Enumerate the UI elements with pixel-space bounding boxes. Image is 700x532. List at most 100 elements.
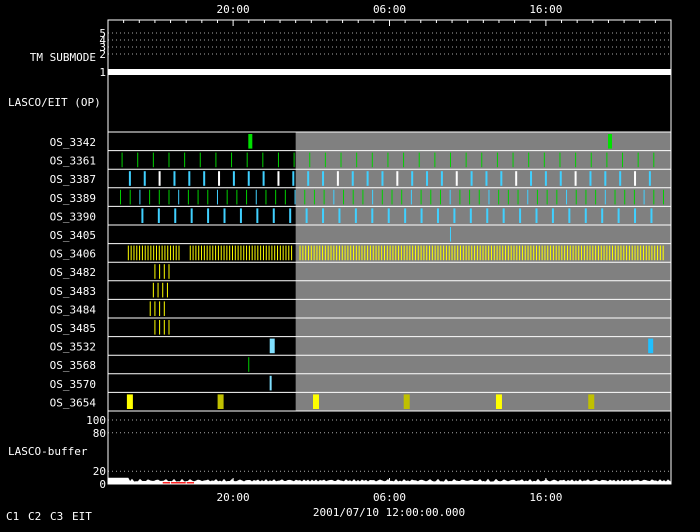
plan-region-bg — [295, 206, 671, 225]
os-event-mark — [162, 282, 164, 298]
os-event-mark — [150, 245, 152, 261]
os-event-mark — [600, 245, 602, 261]
os-event-mark — [455, 171, 458, 186]
os-event-mark — [609, 245, 611, 261]
os-event-mark — [256, 208, 259, 223]
os-event-mark — [469, 208, 472, 223]
os-event-mark — [167, 245, 169, 261]
os-event-mark — [614, 189, 616, 205]
os-event-mark — [574, 171, 577, 186]
os-event-mark — [163, 264, 165, 279]
os-event-mark — [223, 245, 225, 261]
tm-submode-level-label: 3 — [99, 41, 106, 54]
os-event-mark — [434, 152, 436, 168]
os-event-mark — [448, 245, 450, 261]
os-row-label: OS_3485 — [50, 322, 96, 335]
os-event-mark — [336, 245, 338, 261]
os-event-mark — [547, 245, 549, 261]
os-event-mark — [601, 208, 604, 223]
os-event-mark — [310, 245, 312, 261]
os-event-mark — [575, 152, 577, 168]
os-event-mark — [164, 245, 166, 261]
os-event-mark — [445, 245, 447, 261]
os-event-mark — [403, 245, 405, 261]
os-event-mark — [218, 171, 221, 186]
os-event-mark — [147, 245, 149, 261]
os-event-mark — [645, 245, 647, 261]
os-event-mark — [516, 245, 518, 261]
os-event-mark — [515, 171, 518, 186]
os-event-mark — [479, 245, 481, 261]
os-event-mark — [417, 245, 419, 261]
os-event-mark — [207, 208, 210, 223]
os-event-mark — [406, 245, 408, 261]
os-row-label: OS_3482 — [50, 266, 96, 279]
os-event-mark — [237, 245, 239, 261]
os-event-mark — [533, 245, 535, 261]
os-event-mark — [231, 152, 233, 168]
top-time-tick-label: 06:00 — [373, 3, 406, 16]
os-event-mark — [414, 245, 416, 261]
os-event-mark — [640, 245, 642, 261]
os-event-mark — [175, 245, 177, 261]
os-event-mark — [265, 189, 267, 205]
os-event-mark — [440, 171, 443, 186]
os-event-mark — [507, 245, 509, 261]
os-event-mark — [588, 394, 595, 409]
os-event-mark — [561, 245, 563, 261]
os-event-mark — [198, 245, 200, 261]
buffer-tick-label: 0 — [99, 478, 106, 491]
os-event-mark — [293, 152, 295, 168]
os-event-mark — [166, 282, 168, 298]
os-event-mark — [488, 245, 490, 261]
os-event-mark — [271, 245, 273, 261]
os-event-mark — [482, 245, 484, 261]
legend-entry: EIT — [72, 510, 92, 523]
os-event-mark — [502, 245, 504, 261]
os-event-mark — [650, 208, 653, 223]
os-event-mark — [319, 245, 321, 261]
os-event-mark — [584, 208, 587, 223]
os-event-mark — [159, 264, 161, 279]
os-event-mark — [277, 245, 279, 261]
tm-submode-label: TM SUBMODE — [30, 51, 96, 64]
os-event-mark — [552, 245, 554, 261]
os-event-mark — [595, 189, 597, 205]
plan-region-bg — [295, 150, 671, 170]
os-event-mark — [322, 245, 324, 261]
os-event-mark — [643, 189, 645, 205]
os-row-label: OS_3654 — [50, 396, 97, 409]
os-event-mark — [206, 245, 208, 261]
os-event-mark — [528, 152, 530, 168]
os-event-mark — [187, 189, 189, 205]
os-event-mark — [420, 208, 423, 223]
os-event-mark — [527, 245, 529, 261]
os-event-mark — [662, 189, 664, 205]
os-event-mark — [590, 152, 592, 168]
os-event-mark — [163, 301, 165, 316]
os-event-mark — [544, 245, 546, 261]
os-event-mark — [559, 171, 562, 186]
os-event-mark — [356, 152, 358, 168]
os-event-mark — [161, 245, 163, 261]
os-event-mark — [251, 245, 253, 261]
os-event-mark — [564, 245, 566, 261]
os-row-label: OS_3405 — [50, 229, 96, 242]
os-event-mark — [581, 245, 583, 261]
os-event-mark — [603, 245, 605, 261]
os-event-mark — [401, 189, 403, 205]
os-event-mark — [403, 152, 405, 168]
os-event-mark — [322, 171, 325, 186]
os-event-mark — [223, 208, 226, 223]
os-event-mark — [289, 208, 292, 223]
os-event-mark — [418, 152, 420, 168]
os-event-mark — [149, 189, 151, 205]
os-event-mark — [154, 264, 156, 279]
os-event-mark — [631, 245, 633, 261]
os-event-mark — [606, 245, 608, 261]
os-event-mark — [654, 245, 656, 261]
tm-submode-level-label: 1 — [99, 66, 106, 79]
os-event-mark — [158, 171, 161, 186]
os-event-mark — [626, 245, 628, 261]
os-event-mark — [499, 245, 501, 261]
